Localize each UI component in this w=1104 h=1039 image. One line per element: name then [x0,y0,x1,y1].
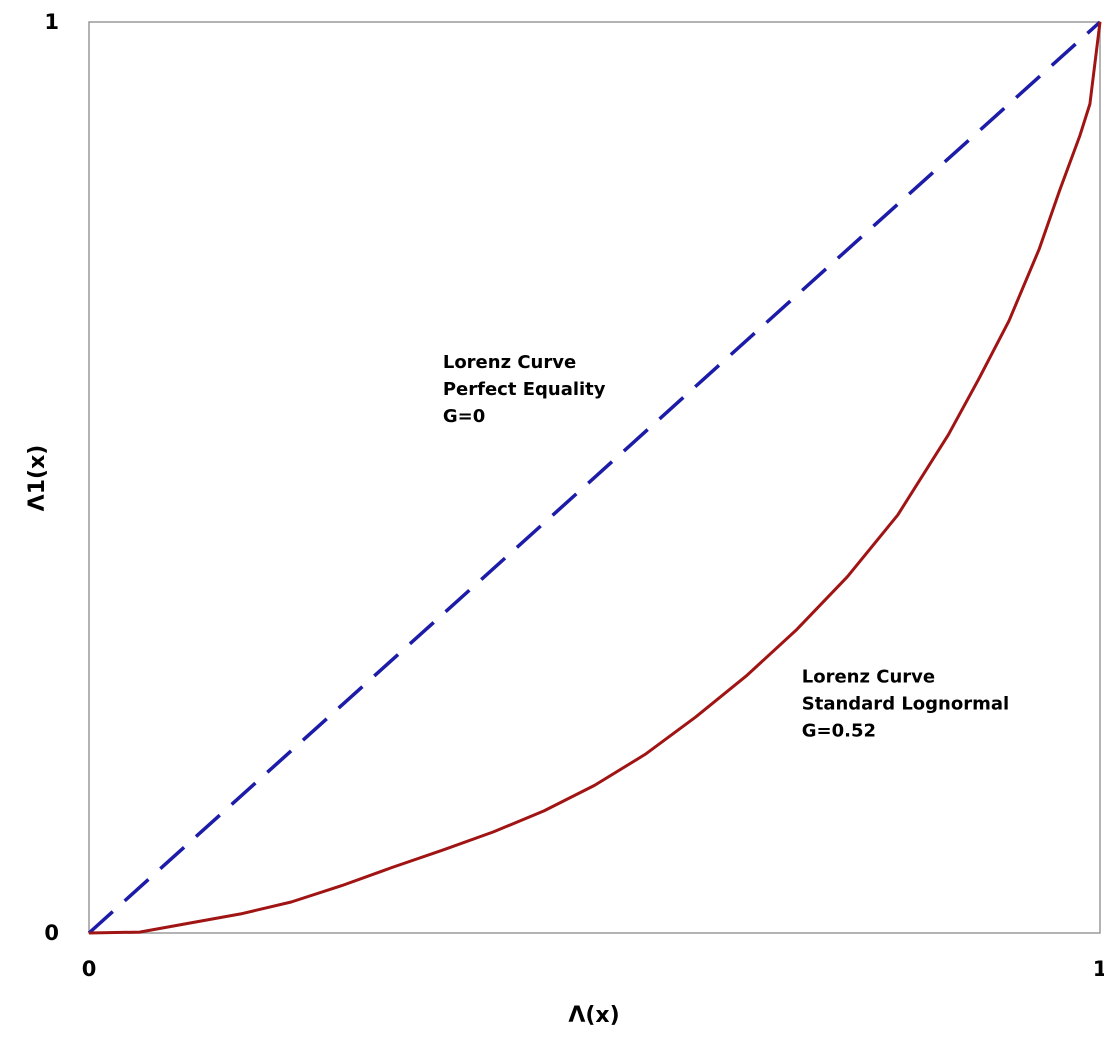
annotation-line: Lorenz Curve [443,352,576,373]
y-axis-label: Λ1(x) [25,445,50,512]
annotation-line: Perfect Equality [443,379,606,400]
annotation-line: Lorenz Curve [802,666,935,687]
series-line-lognormal [88,21,1102,935]
annotation-equality-label: Lorenz Curve Perfect Equality G=0 [443,352,606,427]
x-axis-label: Λ(x) [568,1003,619,1028]
x-tick-label: 1 [1093,957,1104,981]
annotation-line: G=0.52 [802,720,876,741]
tick-layer: 0 1 0 1 [44,10,1104,981]
x-tick-label: 0 [82,957,97,981]
y-tick-label: 0 [44,921,59,945]
series-line-equality [87,20,1102,935]
annotation-line: G=0 [443,406,485,427]
annotation-lognormal-label: Lorenz Curve Standard Lognormal G=0.52 [802,666,1009,741]
annotation-line: Standard Lognormal [802,693,1009,714]
series-layer [87,20,1102,935]
y-tick-label: 1 [44,10,59,34]
